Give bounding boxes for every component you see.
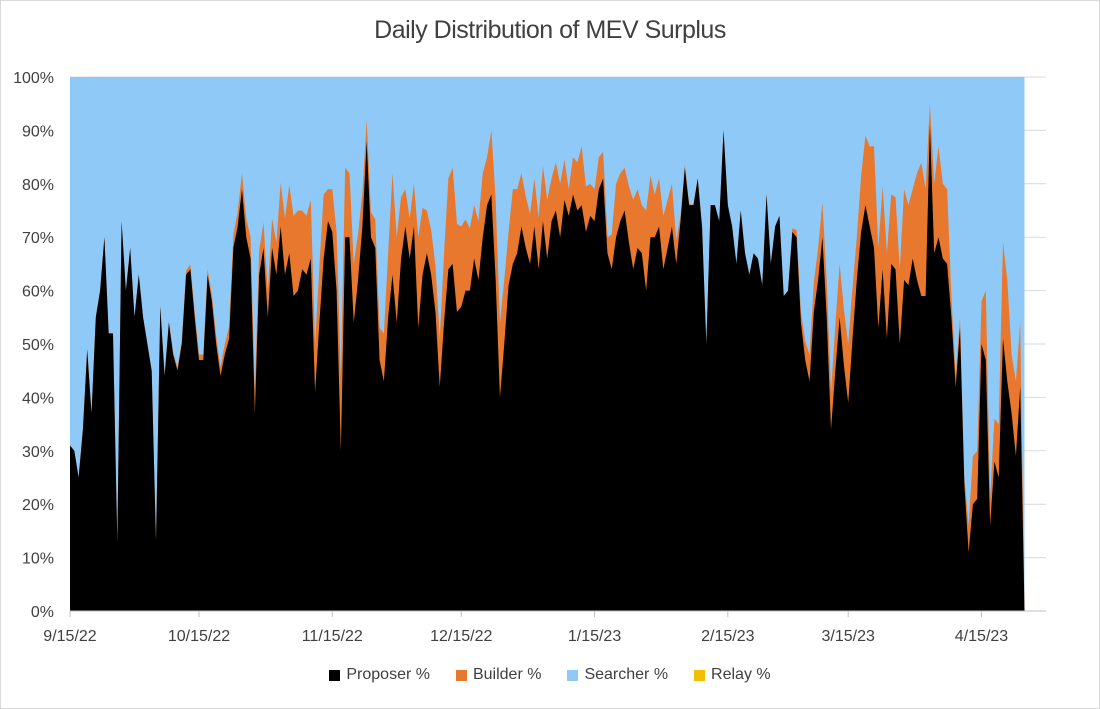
y-tick-label: 60% [22, 284, 54, 301]
x-tick-label: 11/15/22 [302, 628, 363, 645]
y-tick-label: 0% [31, 604, 54, 621]
legend: Proposer % Builder % Searcher % Relay % [0, 666, 1100, 684]
x-tick-label: 1/15/23 [568, 628, 621, 645]
y-tick-label: 30% [22, 444, 54, 461]
x-tick-label: 3/15/23 [822, 628, 875, 645]
legend-label: Builder % [472, 666, 542, 683]
legend-label: Searcher % [584, 666, 669, 683]
y-tick-label: 20% [22, 497, 54, 514]
legend-item: Relay % [694, 666, 771, 684]
x-tick-label: 4/15/23 [955, 628, 1008, 645]
y-tick-labels: 0% 10% 20% 30% 40% 50% 60% 70% 80% 90% 100% [13, 70, 54, 621]
legend-item: Searcher % [567, 666, 668, 684]
legend-swatch [694, 669, 706, 681]
legend-label: Relay % [711, 666, 771, 683]
y-tick-label: 40% [22, 390, 54, 407]
y-tick-label: 70% [22, 230, 54, 247]
x-tick-label: 12/15/22 [430, 628, 492, 645]
y-tick-label: 90% [22, 123, 54, 140]
legend-swatch [455, 669, 467, 681]
x-tick-label: 9/15/22 [43, 628, 96, 645]
y-tick-label: 100% [13, 70, 54, 87]
y-tick-label: 80% [22, 177, 54, 194]
x-tick-labels: 9/15/22 10/15/22 11/15/22 12/15/22 1/15/23 2/… [43, 628, 1008, 645]
stacked-areas [70, 77, 1025, 611]
legend-label: Proposer % [346, 666, 430, 683]
legend-item: Builder % [455, 666, 542, 684]
legend-item: Proposer % [329, 666, 430, 684]
legend-swatch [567, 669, 579, 681]
chart-title: Daily Distribution of MEV Surplus [374, 16, 726, 44]
legend-swatch [329, 669, 341, 681]
y-tick-label: 10% [22, 551, 54, 568]
x-tick-label: 2/15/23 [701, 628, 754, 645]
y-tick-label: 50% [22, 337, 54, 354]
x-tick-label: 10/15/22 [168, 628, 230, 645]
axes [69, 610, 1046, 617]
series-area-proposer [70, 125, 1025, 611]
